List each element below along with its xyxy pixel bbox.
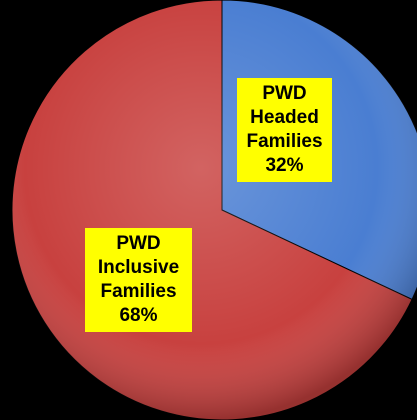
value-label: 32%	[265, 155, 304, 176]
slice-label: PWD Headed Families 32%	[237, 78, 332, 182]
category-label: PWD Headed Families	[246, 83, 323, 152]
category-label: PWD Inclusive Families	[97, 233, 180, 302]
value-label: 68%	[119, 305, 158, 326]
slice-label: PWD Inclusive Families 68%	[85, 228, 192, 332]
